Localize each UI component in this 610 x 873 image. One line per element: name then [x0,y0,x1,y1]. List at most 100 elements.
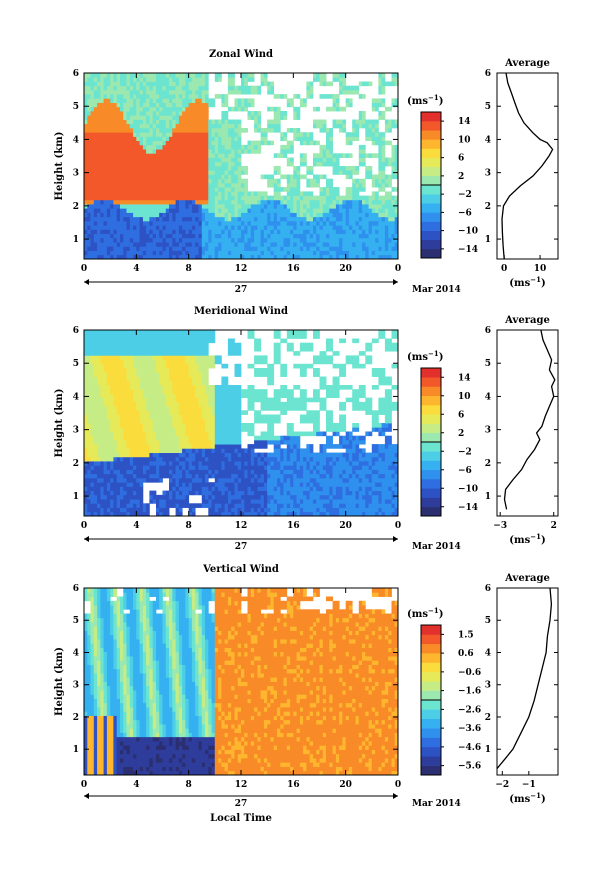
average-y-tick-label: 6 [485,584,491,594]
x-tick-label: 16 [287,264,300,274]
y-tick-label: 1 [73,235,79,245]
colorbar-swatch [421,662,441,673]
colorbar-swatch [421,185,441,195]
colorbar-swatch [421,239,441,250]
x-tick-label: 20 [339,264,352,274]
colorbar-unit-close: ) [439,352,444,363]
x-tick-label: 0 [81,264,87,274]
colorbar-swatch [421,230,441,241]
colorbar-tick-label: 10 [458,392,471,402]
average-frame [496,72,559,260]
colorbar-unit-sup: −1 [428,349,439,358]
colorbar-swatch [421,451,441,461]
average-x-tick-label: −3 [493,521,507,531]
average-y-tick-label: 1 [485,492,491,502]
colorbar-swatch [421,718,441,729]
average-y-tick-label: 3 [485,169,491,179]
colorbar-swatch [421,737,441,748]
x-tick-label: 4 [133,780,139,790]
average-y-tick-label: 5 [485,359,491,369]
date-bar-arrow-right [393,279,398,285]
x-axis-label: Local Time [210,813,272,824]
colorbar-swatch [421,414,441,424]
average-profile-line [503,329,556,510]
colorbar-swatch [421,765,441,776]
colorbar-tick-label: −1.6 [458,687,481,697]
average-y-tick-label: 4 [485,392,491,402]
average-y-tick-label: 1 [485,235,491,245]
y-axis-label: Height (km) [54,389,65,458]
x-tick-label: 20 [339,521,352,531]
colorbar-swatch [421,148,441,158]
colorbar-tick-label: 1.5 [458,630,474,640]
y-axis-label: Height (km) [54,132,65,201]
colorbar-swatch [421,634,441,645]
colorbar-swatch [421,203,441,213]
colorbar-swatch [421,157,441,168]
average-y-tick-label: 4 [485,135,491,145]
colorbar-unit-base: (ms [407,609,428,620]
average-y-tick-label: 6 [485,69,491,79]
colorbar-swatch [421,112,441,122]
colorbar-tick-label: 2 [458,429,464,439]
y-axis-label: Height (km) [54,647,65,716]
average-y-tick-label: 2 [485,713,491,723]
colorbar-3: 1.5 0.6 −0.6 −1.6 −2.6 −3.6 −4.6 −5.6 [420,624,481,776]
average-unit-label: (ms−1) [509,532,545,546]
y-tick-label: 6 [73,69,79,79]
colorbar-swatch [421,212,441,222]
y-tick-label: 4 [73,392,79,402]
colorbar-tick-label: 14 [458,373,471,383]
x-tick-label: 0 [81,780,87,790]
x-tick-label: 8 [186,264,192,274]
colorbar-tick-label: 6 [458,410,464,420]
colorbar-swatch [421,432,441,443]
x-tick-label: 8 [186,780,192,790]
average-y-tick-label: 5 [485,102,491,112]
x-tick-label: 12 [235,264,248,274]
average-unit-label-sup: −1 [530,791,541,800]
colorbar-tick-label: −2.6 [458,705,481,715]
average-y-tick-label: 3 [485,681,491,691]
panel-title: Zonal Wind [209,49,273,60]
colorbar-tick-label: −6 [458,466,472,476]
colorbar-tick-label: −14 [458,245,478,255]
colorbar-swatch [421,395,441,406]
colorbar-swatch [421,386,441,397]
average-unit-label-sup: −1 [530,532,541,541]
x-tick-label: 0 [395,521,401,531]
heatmap-cells-1 [84,73,399,260]
colorbar-swatch [421,746,441,757]
y-tick-label: 3 [73,169,79,179]
date-bar-arrow-right [393,536,398,542]
month-label: Mar 2014 [412,542,461,552]
average-unit-label-close: ) [541,535,546,546]
panel-title: Vertical Wind [202,564,279,575]
colorbar-swatch [421,194,441,204]
average-unit-label: (ms−1) [509,275,545,289]
colorbar-swatch [421,756,441,766]
colorbar-unit: (ms−1) [407,349,443,363]
colorbar-swatch [421,368,441,378]
colorbar-tick-label: −6 [458,208,472,218]
average-y-tick-label: 2 [485,202,491,212]
x-tick-label: 8 [186,521,192,531]
x-tick-label: 0 [395,264,401,274]
y-tick-label: 4 [73,135,79,145]
y-tick-label: 2 [73,202,79,212]
colorbar-unit-base: (ms [407,352,428,363]
colorbar-unit-close: ) [439,609,444,620]
colorbar-2: 14 10 6 2 −2 −6 −10 −14 [420,367,478,517]
colorbar-swatch [421,681,441,691]
colorbar-tick-label: −10 [458,484,478,494]
y-tick-label: 6 [73,326,79,336]
colorbar-tick-label: −2 [458,190,472,200]
y-tick-label: 5 [73,616,79,626]
colorbar-swatch [421,221,441,231]
heatmap-cells-3 [84,588,399,776]
average-unit-label: (ms−1) [509,791,545,805]
y-tick-label: 2 [73,459,79,469]
colorbar-swatch [421,700,441,710]
